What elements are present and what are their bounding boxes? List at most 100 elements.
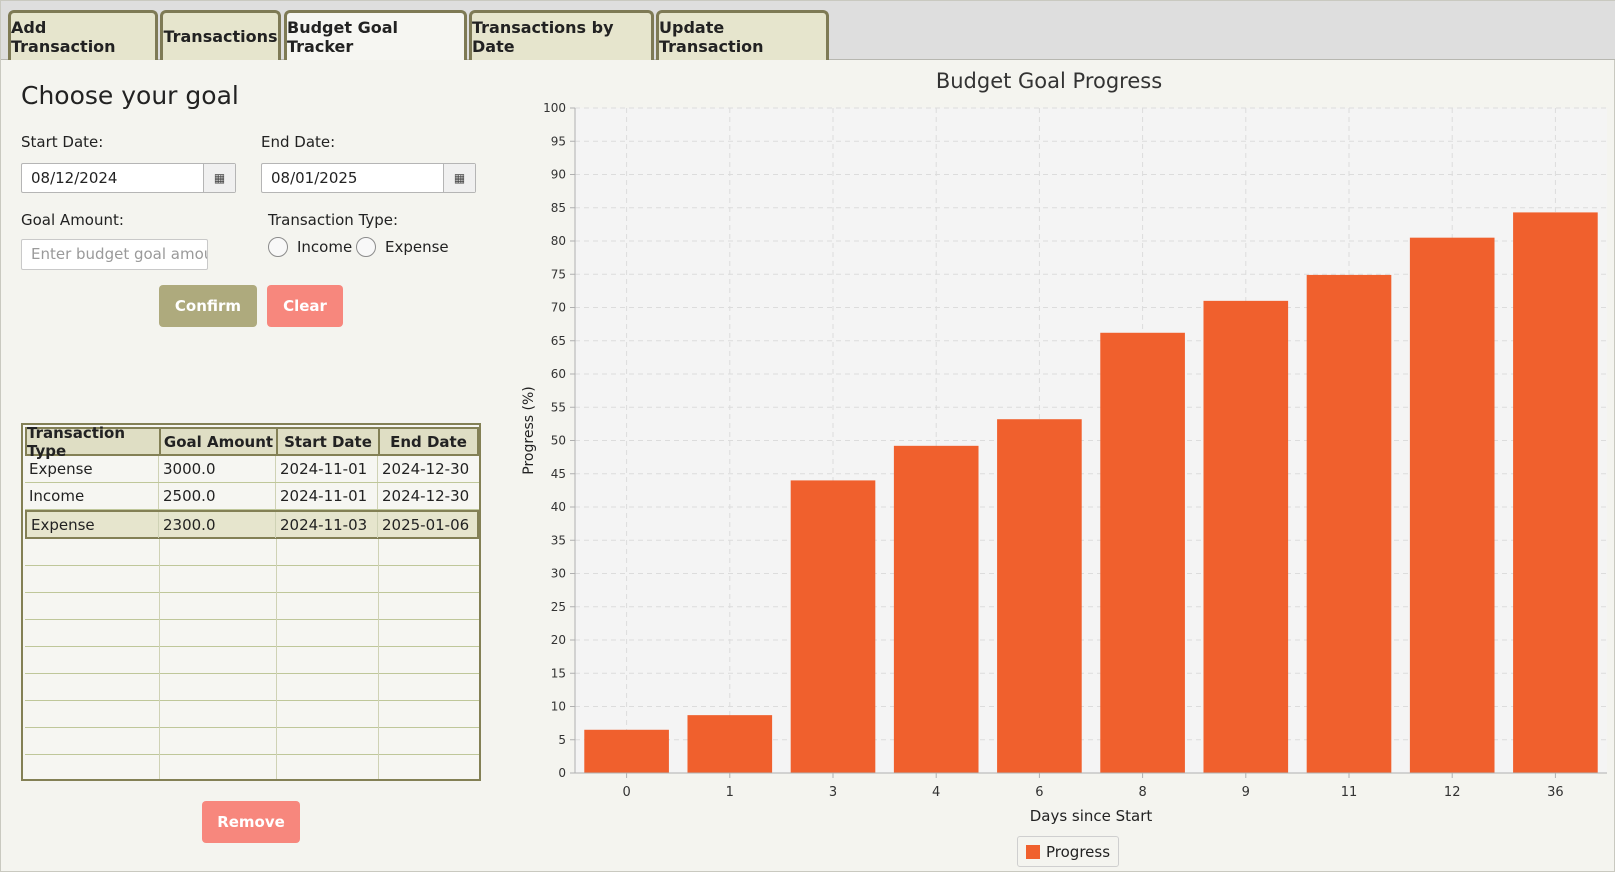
bar	[893, 445, 979, 773]
y-tick-label: 95	[551, 134, 566, 148]
y-tick-label: 35	[551, 533, 566, 547]
bar	[1203, 300, 1289, 773]
plot-background	[575, 108, 1607, 773]
x-tick-label: 4	[932, 785, 940, 800]
x-tick-label: 6	[1035, 785, 1043, 800]
tab-transactions-by-date[interactable]: Transactions by Date	[469, 10, 654, 60]
goals-table: Transaction Type Goal Amount Start Date …	[21, 423, 481, 781]
clear-button[interactable]: Clear	[267, 285, 343, 327]
table-cell: 3000.0	[159, 456, 276, 482]
confirm-button[interactable]: Confirm	[159, 285, 257, 327]
y-tick-label: 90	[551, 168, 566, 182]
table-row-empty	[25, 755, 479, 779]
column-header[interactable]: Start Date	[278, 429, 380, 454]
table-row-empty	[25, 620, 479, 647]
table-cell: 2024-11-03	[276, 512, 378, 538]
bar	[584, 729, 669, 773]
column-divider	[276, 539, 277, 779]
remove-button[interactable]: Remove	[202, 801, 300, 843]
table-cell: 2500.0	[159, 483, 276, 509]
y-tick-label: 85	[551, 201, 566, 215]
table-row-empty	[25, 566, 479, 593]
bar	[687, 715, 773, 773]
radio-circle[interactable]	[356, 237, 376, 257]
table-cell: 2025-01-06	[382, 516, 470, 534]
radio-expense[interactable]: Expense	[356, 237, 449, 257]
y-tick-label: 50	[551, 434, 566, 448]
table-cell: Expense	[25, 456, 159, 482]
x-tick-label: 11	[1341, 785, 1358, 800]
table-row-selected[interactable]: Expense 2300.0 2024-11-03 2025-01-06	[25, 510, 479, 539]
y-tick-label: 25	[551, 600, 566, 614]
start-date-label: Start Date:	[21, 133, 104, 151]
y-tick-label: 40	[551, 500, 566, 514]
x-axis-label: Days since Start	[1030, 807, 1153, 825]
tab-budget-goal-tracker[interactable]: Budget Goal Tracker	[284, 10, 467, 60]
table-cell: Expense	[27, 512, 159, 538]
radio-income-label: Income	[297, 238, 353, 256]
x-tick-label: 8	[1138, 785, 1146, 800]
tab-transactions[interactable]: Transactions	[160, 10, 281, 60]
calendar-icon[interactable]: ▦	[203, 164, 235, 192]
y-tick-label: 60	[551, 367, 566, 381]
start-date-picker[interactable]: 08/12/2024 ▦	[21, 163, 236, 193]
page-title: Choose your goal	[21, 81, 239, 110]
bar	[1409, 237, 1495, 774]
start-date-value[interactable]: 08/12/2024	[31, 169, 118, 187]
y-tick-label: 10	[551, 700, 566, 714]
table-row[interactable]: Income 2500.0 2024-11-01 2024-12-30	[25, 483, 479, 510]
y-tick-label: 45	[551, 467, 566, 481]
x-tick-label: 0	[622, 785, 630, 800]
y-tick-label: 20	[551, 633, 566, 647]
y-axis-ticks: 0 5 10 15 20 25 30 35 40 45 50 55 60 65 70 75 80 85 90 95 10…	[543, 101, 575, 780]
x-tick-label: 9	[1242, 785, 1250, 800]
column-header[interactable]: End Date	[390, 432, 467, 451]
table-cell: 2024-12-30	[382, 460, 470, 478]
column-divider	[378, 539, 379, 779]
bar	[790, 480, 876, 773]
tab-update-transaction[interactable]: Update Transaction	[656, 10, 829, 60]
table-cell: 2024-11-01	[276, 483, 378, 509]
calendar-icon[interactable]: ▦	[443, 164, 475, 192]
radio-expense-label: Expense	[385, 238, 449, 256]
y-tick-label: 0	[558, 766, 566, 780]
column-header[interactable]: Transaction Type	[27, 425, 161, 460]
table-cell: Income	[25, 483, 159, 509]
y-tick-label: 75	[551, 267, 566, 281]
end-date-value[interactable]: 08/01/2025	[271, 169, 358, 187]
column-header[interactable]: Goal Amount	[161, 429, 278, 454]
bar	[1100, 332, 1185, 773]
column-divider	[159, 539, 160, 779]
table-cell: 2024-12-30	[382, 487, 470, 505]
end-date-label: End Date:	[261, 133, 336, 151]
legend-swatch	[1026, 844, 1040, 859]
table-row-empty	[25, 674, 479, 701]
table-row-empty	[25, 539, 479, 566]
y-tick-label: 5	[558, 733, 566, 747]
x-axis-ticks: 0 1 3 4 6 8 9 11 12 36	[622, 773, 1564, 800]
table-row-empty	[25, 647, 479, 674]
y-tick-label: 80	[551, 234, 566, 248]
table-cell: 2300.0	[159, 512, 276, 538]
goal-amount-input[interactable]: Enter budget goal amoun	[21, 239, 208, 270]
tab-bar: Add Transaction Transactions Budget Goal…	[1, 1, 1615, 60]
goal-amount-label: Goal Amount:	[21, 211, 124, 229]
chart-grid	[575, 107, 1607, 773]
x-tick-label: 3	[829, 785, 837, 800]
y-tick-label: 15	[551, 666, 566, 680]
end-date-picker[interactable]: 08/01/2025 ▦	[261, 163, 476, 193]
radio-income[interactable]: Income	[268, 237, 352, 257]
x-tick-label: 12	[1444, 785, 1461, 800]
radio-circle[interactable]	[268, 237, 288, 257]
chart-bars	[584, 212, 1598, 774]
bar	[1513, 212, 1598, 773]
table-cell: 2024-11-01	[276, 456, 378, 482]
y-tick-label: 100	[543, 101, 566, 115]
bar	[997, 419, 1082, 773]
y-tick-label: 70	[551, 301, 566, 315]
tab-add-transaction[interactable]: Add Transaction	[8, 10, 158, 60]
table-row-empty	[25, 593, 479, 620]
table-row-empty	[25, 728, 479, 755]
table-row[interactable]: Expense 3000.0 2024-11-01 2024-12-30	[25, 456, 479, 483]
